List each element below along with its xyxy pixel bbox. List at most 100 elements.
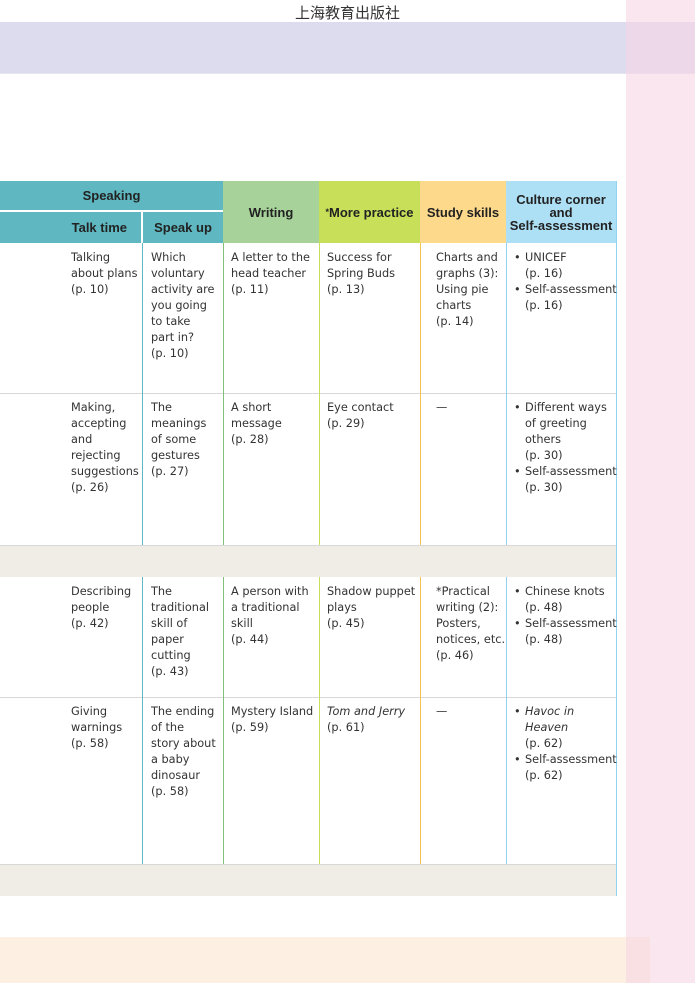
line-text: of some	[151, 433, 197, 446]
gray-separator-row	[0, 545, 616, 577]
column-divider	[223, 577, 224, 697]
column-divider	[223, 243, 224, 393]
column-divider	[420, 697, 421, 864]
bullet-item: Different ways of greeting others (p. 30)	[514, 400, 617, 464]
cell-study-skills: Charts and graphs (3): Using pie charts (p. …	[436, 250, 498, 330]
line-text: Tom and Jerry	[327, 705, 406, 718]
line-text: (p. 10)	[151, 347, 189, 360]
line-text: and	[71, 433, 93, 446]
line-text: message	[231, 417, 282, 430]
line-text: (p. 30)	[525, 481, 563, 494]
line-text: (p. 61)	[327, 721, 365, 734]
line-text: (p. 14)	[436, 315, 474, 328]
line-text: A letter to the	[231, 251, 310, 264]
header-culture-line: and	[549, 204, 573, 220]
cell-more-practice: Shadow puppet plays (p. 45)	[327, 584, 415, 632]
line-text: paper	[151, 633, 184, 646]
column-divider	[142, 243, 143, 393]
line-text: The ending	[151, 705, 215, 718]
line-text: (p. 48)	[525, 633, 563, 646]
bullet-item: Havoc in Heaven (p. 62)	[514, 704, 617, 752]
line-text: Charts and	[436, 251, 498, 264]
cell-culture: UNICEF (p. 16) Self-assessment (p. 16)	[514, 250, 617, 314]
bullet-item: Self-assessment (p. 30)	[514, 464, 617, 496]
line-text: (p. 29)	[327, 417, 365, 430]
column-divider	[319, 577, 320, 697]
line-text: you going	[151, 299, 207, 312]
line-text: (p. 27)	[151, 465, 189, 478]
line-text: activity are	[151, 283, 215, 296]
line-text: Which	[151, 251, 186, 264]
header-culture-line: Self-assessment	[509, 217, 613, 233]
line-text: —	[436, 705, 448, 718]
row-divider	[0, 545, 616, 546]
header-culture-line: Culture corner	[516, 191, 606, 207]
line-text: (p. 30)	[525, 449, 563, 462]
gray-separator-row	[0, 864, 616, 896]
line-text: (p. 46)	[436, 649, 474, 662]
line-text: traditional	[151, 601, 210, 614]
line-text: Spring Buds	[327, 267, 396, 280]
line-text: charts	[436, 299, 472, 312]
cell-speak-up: The meanings of some gestures (p. 27)	[151, 400, 206, 480]
header-more-practice-label: More practice	[328, 204, 414, 220]
line-text: a baby	[151, 753, 190, 766]
line-text: Making,	[71, 401, 116, 414]
line-text: of greeting	[525, 417, 587, 430]
line-text: UNICEF	[525, 251, 567, 264]
header-more-practice: * More practice	[319, 181, 420, 243]
line-text: (p. 28)	[231, 433, 269, 446]
column-divider	[420, 243, 421, 393]
cell-speak-up: The ending of the story about a baby dinosau…	[151, 704, 216, 800]
column-divider	[223, 393, 224, 545]
line-text: (p. 62)	[525, 737, 563, 750]
bullet-item: Chinese knots (p. 48)	[514, 584, 617, 616]
line-text: The	[151, 401, 173, 414]
line-text: (p. 13)	[327, 283, 365, 296]
line-text: Talking	[71, 251, 111, 264]
line-text: (p. 58)	[71, 737, 109, 750]
cell-writing: Mystery Island (p. 59)	[231, 704, 313, 736]
line-text: Self-assessment	[525, 283, 617, 296]
line-text: (p. 16)	[525, 267, 563, 280]
header-culture: Culture corner and Self-assessment	[506, 181, 616, 243]
bullet-item: UNICEF (p. 16)	[514, 250, 617, 282]
column-divider	[142, 697, 143, 864]
line-text: dinosaur	[151, 769, 200, 782]
line-text: voluntary	[151, 267, 205, 280]
line-text: The	[151, 585, 173, 598]
line-text: Self-assessment	[525, 753, 617, 766]
line-text: Mystery Island	[231, 705, 314, 718]
cell-more-practice: Success for Spring Buds (p. 13)	[327, 250, 395, 298]
line-text: a traditional	[231, 601, 300, 614]
column-divider	[506, 393, 507, 545]
line-text: Shadow puppet	[327, 585, 416, 598]
publisher-name: 上海教育出版社	[294, 4, 400, 22]
line-text: Self-assessment	[525, 465, 617, 478]
line-text: skill of	[151, 617, 188, 630]
line-text: to take	[151, 315, 191, 328]
cell-study-skills: —	[436, 400, 447, 416]
cell-speak-up: Which voluntary activity are you going to ta…	[151, 250, 215, 362]
top-band	[0, 22, 695, 74]
line-text: accepting	[71, 417, 127, 430]
cell-writing: A letter to the head teacher (p. 11)	[231, 250, 310, 298]
line-text: —	[436, 401, 448, 414]
line-text: warnings	[71, 721, 123, 734]
line-text: (p. 16)	[525, 299, 563, 312]
cell-more-practice: Tom and Jerry (p. 61)	[327, 704, 405, 736]
header-talk-time: Talk time	[0, 212, 142, 243]
line-text: *Practical	[436, 585, 490, 598]
line-text: others	[525, 433, 561, 446]
column-divider	[319, 393, 320, 545]
line-text: story about	[151, 737, 216, 750]
line-text: suggestions	[71, 465, 139, 478]
line-text: (p. 26)	[71, 481, 109, 494]
column-divider	[319, 243, 320, 393]
bullet-item: Self-assessment (p. 48)	[514, 616, 617, 648]
cell-talk-time: Giving warnings (p. 58)	[71, 704, 122, 752]
line-text: A person with	[231, 585, 309, 598]
header-speaking: Speaking	[0, 181, 223, 211]
column-divider	[506, 697, 507, 864]
